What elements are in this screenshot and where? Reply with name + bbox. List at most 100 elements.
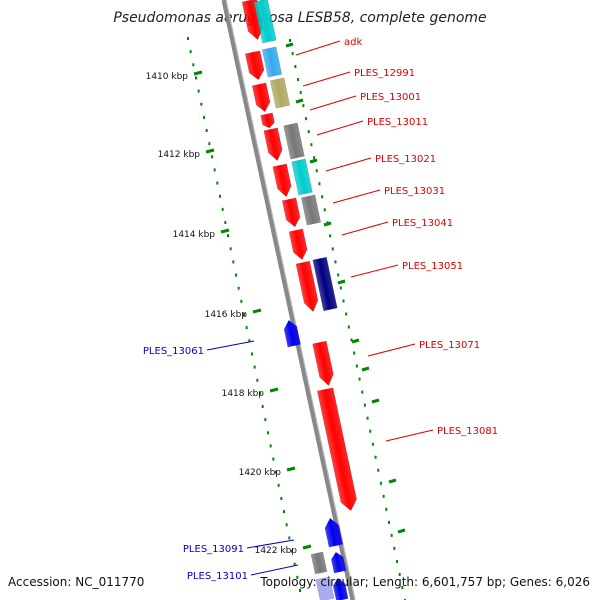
backbone-line xyxy=(221,0,356,600)
outer-tick-ring-dot xyxy=(307,130,310,134)
feature-box-cyan-2-body xyxy=(291,158,313,196)
gene-arrow-ples-13001 xyxy=(260,112,275,129)
inner-tick-ring-dot xyxy=(264,418,267,422)
scale-tick-mark xyxy=(205,148,215,154)
outer-tick-ring-dot xyxy=(339,286,342,290)
label-leader-line xyxy=(295,40,341,56)
gene-arrow-ples-13011-body xyxy=(263,127,283,162)
feature-box-gray-3-body xyxy=(310,551,328,575)
inner-tick-ring-dot xyxy=(261,405,264,408)
feature-box-gray-3 xyxy=(310,551,328,575)
gene-arrow-adk-body xyxy=(244,50,265,81)
outer-tick-ring-dot xyxy=(401,585,404,589)
outer-tick-ring-dot xyxy=(353,351,356,355)
gene-label: PLES_13041 xyxy=(392,218,453,229)
gene-label: PLES_12991 xyxy=(354,68,415,79)
inner-tick-ring-dot xyxy=(192,63,195,67)
gene-arrow-ples-13081-body xyxy=(316,387,357,512)
gene-label: PLES_13031 xyxy=(384,186,445,197)
label-leader-line xyxy=(302,71,351,87)
feature-box-cyan-top xyxy=(253,0,277,44)
outer-tick-ring-dot xyxy=(363,403,366,407)
outer-tick-ring-dot xyxy=(382,494,385,498)
outer-tick-ring-dot xyxy=(318,182,321,186)
gene-arrow-ples-13021 xyxy=(272,163,292,198)
outer-tick-ring-dot xyxy=(321,195,324,199)
outer-tick-ring-dot xyxy=(334,260,337,264)
outer-tick-ring-dot xyxy=(342,299,345,303)
genome-summary-text: Topology: circular; Length: 6,601,757 bp… xyxy=(260,575,590,589)
outer-tick-ring-dot xyxy=(379,481,382,485)
accession-text: Accession: NC_011770 xyxy=(8,575,145,589)
gene-arrow-ples-13051-reverse xyxy=(312,256,338,312)
gene-arrow-ples-13051-reverse-body xyxy=(312,256,338,312)
backbone-highlight xyxy=(225,0,356,600)
outer-tick-mark xyxy=(323,221,332,227)
feature-box-gray-1 xyxy=(283,122,305,160)
scale-tick-mark xyxy=(193,70,203,76)
outer-tick-ring-dot xyxy=(323,208,326,212)
scale-tick-mark xyxy=(252,308,262,314)
label-leader-line xyxy=(325,157,372,172)
label-leader-line xyxy=(309,95,357,111)
inner-tick-ring-dot xyxy=(221,207,224,211)
scale-label: 1420 kbp xyxy=(239,468,282,478)
outer-tick-mark xyxy=(371,398,380,404)
outer-tick-ring-dot xyxy=(313,156,316,160)
outer-tick-mark xyxy=(295,98,304,104)
inner-tick-ring-dot xyxy=(195,76,197,80)
outer-tick-ring-dot xyxy=(374,455,377,459)
gene-arrow-ples-13071 xyxy=(312,340,334,386)
gene-label: PLES_13061 xyxy=(143,346,204,357)
gene-arrow-ples-12991-body xyxy=(251,82,271,113)
outer-tick-ring-dot xyxy=(302,104,305,108)
scale-tick-mark xyxy=(220,228,230,234)
label-leader-line xyxy=(350,264,399,278)
outer-tick-ring-dot xyxy=(310,143,313,147)
gene-arrow-ples-13061-body xyxy=(283,319,301,348)
inner-tick-ring-dot xyxy=(227,234,229,238)
inner-tick-ring-dot xyxy=(205,129,208,132)
feature-box-gray-2 xyxy=(300,194,322,226)
inner-tick-ring-dot xyxy=(280,497,283,500)
outer-tick-ring-dot xyxy=(305,117,308,121)
inner-tick-ring-dot xyxy=(219,194,221,198)
inner-tick-ring-dot xyxy=(187,37,189,40)
gene-label: adk xyxy=(344,37,362,48)
outer-tick-ring-dot xyxy=(355,364,358,368)
scale-label: 1410 kbp xyxy=(146,72,189,82)
gene-label: PLES_13011 xyxy=(367,117,428,128)
inner-tick-ring-dot xyxy=(240,299,243,303)
inner-tick-ring-dot xyxy=(272,457,275,461)
scale-label: 1412 kbp xyxy=(158,150,201,160)
feature-box-gray-1-body xyxy=(283,122,305,160)
outer-tick-mark xyxy=(285,42,294,48)
inner-tick-ring-dot xyxy=(251,352,253,356)
map-title: Pseudomonas aeruginosa LESB58, complete … xyxy=(113,10,487,26)
outer-tick-ring-dot xyxy=(385,507,388,511)
scale-label: 1416 kbp xyxy=(205,310,248,320)
scale-tick-mark xyxy=(302,544,312,550)
gene-label: PLES_13001 xyxy=(360,92,421,103)
outer-tick-ring-dot xyxy=(291,52,294,56)
label-leader-line xyxy=(341,221,389,236)
gene-arrow-ples-13041-body xyxy=(288,228,308,261)
outer-tick-ring-dot xyxy=(297,78,300,82)
gene-label: PLES_13071 xyxy=(419,340,480,351)
inner-tick-ring-dot xyxy=(253,365,256,369)
label-leader-line xyxy=(246,539,295,549)
gene-arrow-ples-13031 xyxy=(281,197,301,228)
label-leader-line xyxy=(316,120,364,136)
outer-tick-ring-dot xyxy=(369,429,372,433)
feature-box-light-blue xyxy=(261,46,283,78)
outer-tick-ring-dot xyxy=(358,377,361,381)
gene-label: PLES_13081 xyxy=(437,426,498,437)
outer-tick-ring-dot xyxy=(387,520,390,524)
inner-tick-ring-dot xyxy=(248,339,251,343)
inner-tick-ring-dot xyxy=(203,115,205,119)
inner-tick-ring-dot xyxy=(259,391,261,395)
gene-label: PLES_13101 xyxy=(187,571,248,582)
outer-tick-ring-dot xyxy=(337,273,340,277)
gene-arrow-ples-13071-body xyxy=(312,340,334,386)
